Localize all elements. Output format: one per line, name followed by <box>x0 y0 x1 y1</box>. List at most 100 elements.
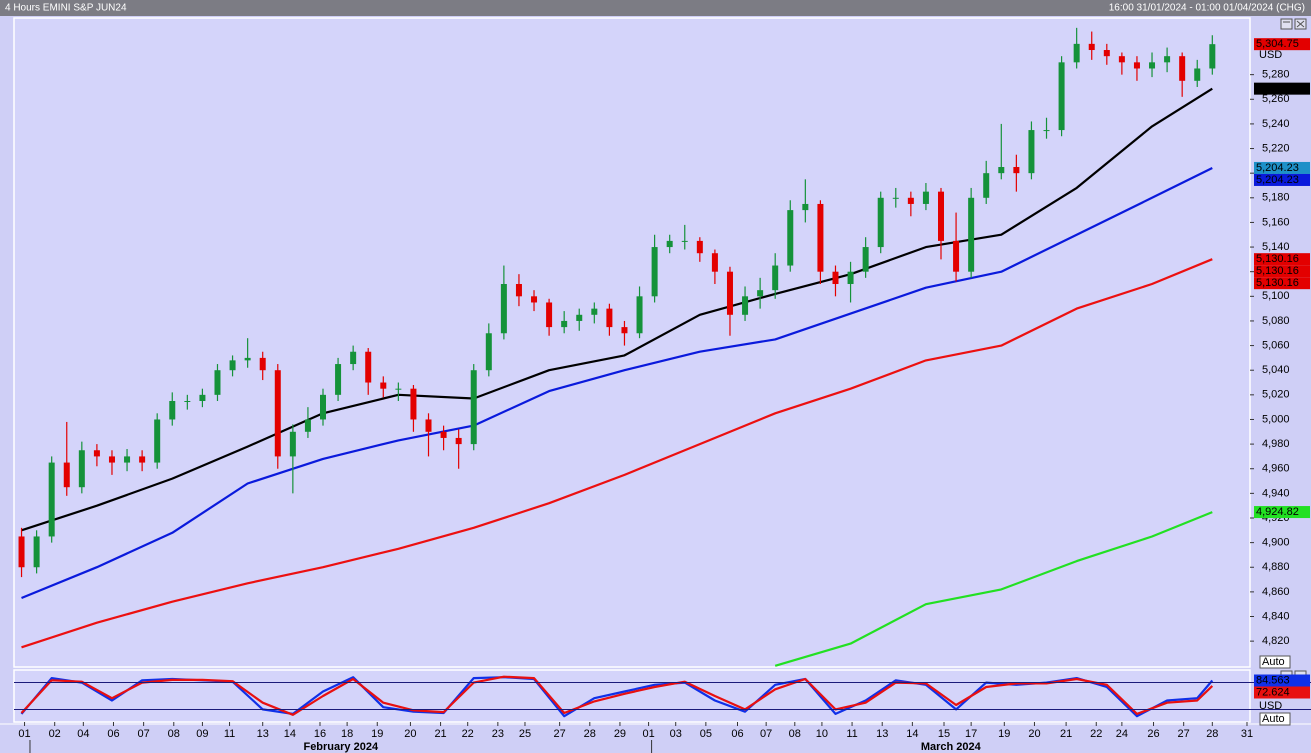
price-label: 5,204.23 <box>1256 162 1299 174</box>
y-tick-label: 5,020 <box>1262 389 1290 401</box>
price-label-box <box>1254 161 1310 174</box>
candle-body <box>726 271 733 315</box>
candle-body <box>681 240 688 242</box>
candle-body <box>1043 130 1050 132</box>
candle-body <box>983 173 990 198</box>
y-tick-label: 5,180 <box>1262 192 1290 204</box>
candle-body <box>1058 62 1065 131</box>
candle-body <box>606 308 613 328</box>
main-plot <box>18 27 1216 667</box>
candle-body <box>907 197 914 204</box>
y-tick-label: 5,160 <box>1262 216 1290 228</box>
candle-body <box>289 431 296 457</box>
x-tick-label: 04 <box>77 728 89 740</box>
x-tick-label: 06 <box>731 728 743 740</box>
x-tick-label: 23 <box>492 728 504 740</box>
price-label-box <box>1254 674 1310 687</box>
main-plot-frame <box>13 17 1251 668</box>
candle-body <box>922 191 929 204</box>
candle-body <box>350 351 357 365</box>
price-label-box <box>1254 253 1310 266</box>
candle-body <box>214 370 221 395</box>
line-series <box>774 511 1213 667</box>
candle-body <box>108 456 115 463</box>
x-tick-label: 28 <box>584 728 596 740</box>
price-label: 5,130.16 <box>1256 265 1299 277</box>
month-label: February 2024 <box>303 741 378 753</box>
y-tick-label: 4,860 <box>1262 586 1290 598</box>
x-tick-label: 08 <box>168 728 180 740</box>
candle-body <box>500 284 507 334</box>
osc-scale-mode-box[interactable] <box>1259 712 1291 726</box>
candle-body <box>998 167 1005 174</box>
price-label-box <box>1254 173 1310 186</box>
y-tick-label: 4,980 <box>1262 438 1290 450</box>
price-label: 5,204.23 <box>1256 174 1299 186</box>
price-label-box <box>1254 82 1310 95</box>
price-label: 84.563 <box>1256 674 1290 686</box>
price-label-box <box>1254 265 1310 278</box>
candle-body <box>380 382 387 389</box>
x-tick-label: 22 <box>462 728 474 740</box>
x-tick-label: 13 <box>257 728 269 740</box>
x-tick-label: 13 <box>876 728 888 740</box>
candle-body <box>666 240 673 248</box>
y-tick-label: 4,960 <box>1262 463 1290 475</box>
candle-body <box>651 247 658 297</box>
candle-body <box>1118 56 1125 63</box>
y-tick-label: 5,000 <box>1262 413 1290 425</box>
candle-body <box>531 296 538 303</box>
candle-body <box>33 536 40 568</box>
scale-mode: Auto <box>1262 656 1285 668</box>
candle-body <box>304 419 311 432</box>
candle-body <box>862 247 869 272</box>
candle-body <box>968 197 975 272</box>
candle-body <box>817 203 824 272</box>
y-tick-label: 5,240 <box>1262 118 1290 130</box>
candle-body <box>1209 44 1216 69</box>
candle-body <box>440 431 447 438</box>
candle-body <box>772 265 779 291</box>
candle-body <box>877 197 884 248</box>
price-label-box <box>1254 686 1310 699</box>
x-tick-label: 28 <box>1206 728 1218 740</box>
x-tick-label: 21 <box>1060 728 1072 740</box>
y-tick-label: 5,280 <box>1262 69 1290 81</box>
candle-body <box>335 364 342 395</box>
y-tick-label: 4,840 <box>1262 610 1290 622</box>
price-label-box <box>1254 506 1310 519</box>
x-tick-label: 17 <box>965 728 977 740</box>
candle-body <box>425 419 432 432</box>
candle-body <box>1028 130 1035 174</box>
month-label: March 2024 <box>921 741 982 753</box>
candle-body <box>1179 56 1186 81</box>
x-tick-label: 08 <box>789 728 801 740</box>
x-tick-label: 06 <box>107 728 119 740</box>
candle-body <box>154 419 161 463</box>
x-tick-label: 27 <box>1178 728 1190 740</box>
line-series <box>21 87 1213 532</box>
candle-body <box>184 400 191 402</box>
candle-body <box>832 271 839 285</box>
y-tick-label: 5,080 <box>1262 315 1290 327</box>
currency-label: USD <box>1259 49 1282 61</box>
candle-body <box>395 388 402 390</box>
x-tick-label: 05 <box>700 728 712 740</box>
x-tick-label: 14 <box>284 728 296 740</box>
candle-body <box>515 284 522 297</box>
axes: 4,8204,8404,8604,8804,9004,9204,9404,960… <box>14 38 1311 753</box>
candle-body <box>1149 62 1156 69</box>
y-tick-label: 4,900 <box>1262 537 1290 549</box>
candle-body <box>546 302 553 328</box>
x-tick-label: 26 <box>1147 728 1159 740</box>
minimize-button[interactable] <box>1280 18 1293 30</box>
candle-body <box>621 327 628 334</box>
y-tick-label: 5,140 <box>1262 241 1290 253</box>
candle-body <box>711 253 718 272</box>
x-tick-label: 16 <box>314 728 326 740</box>
scale-mode-box[interactable] <box>1259 655 1291 669</box>
candle-body <box>787 210 794 266</box>
candle-body <box>938 191 944 241</box>
x-tick-label: 14 <box>906 728 918 740</box>
y-tick-label: 4,820 <box>1262 635 1290 647</box>
